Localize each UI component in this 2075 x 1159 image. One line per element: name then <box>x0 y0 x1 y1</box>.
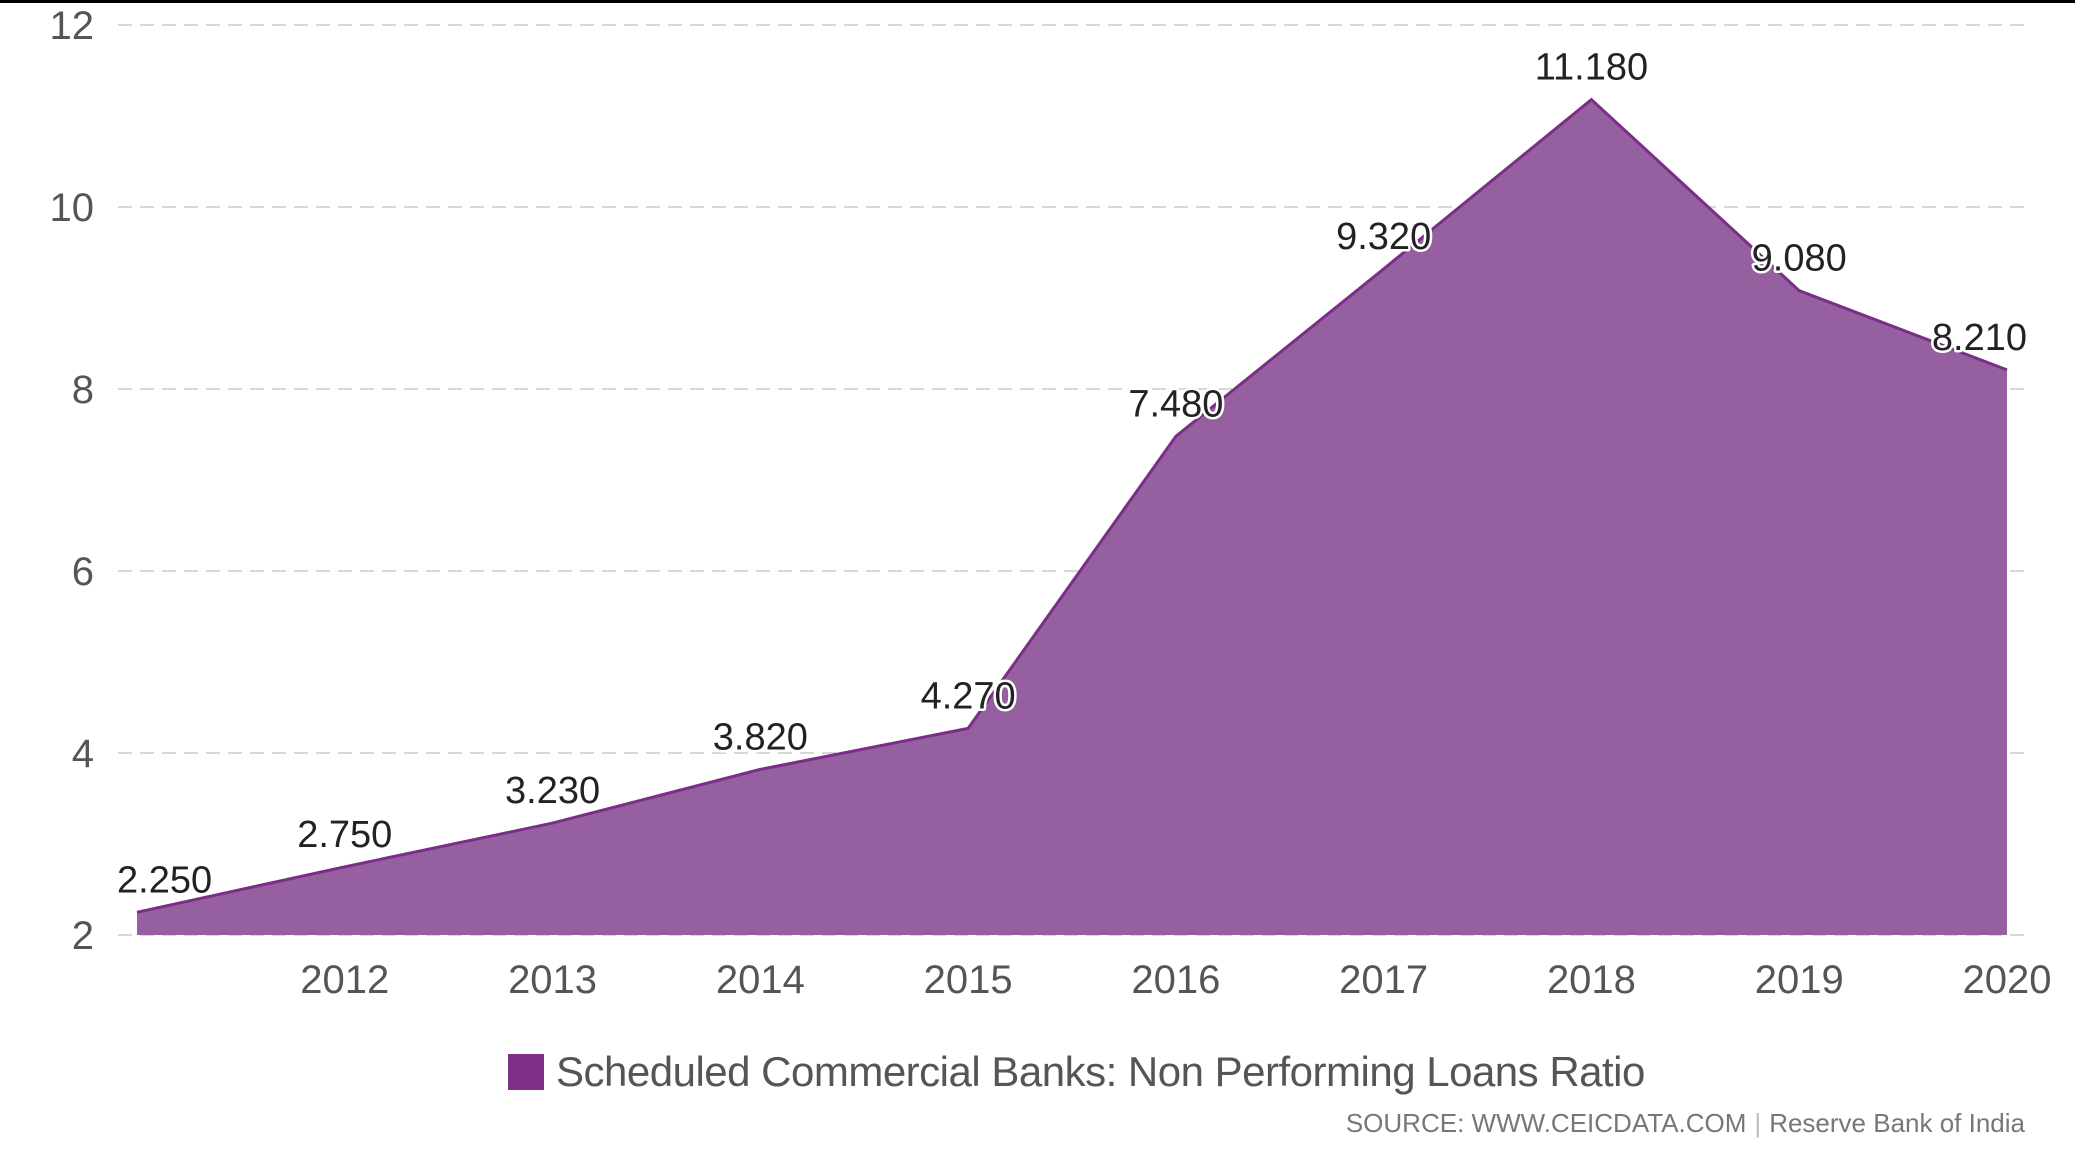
x-tick-2013: 2013 <box>508 958 597 1002</box>
x-tick-2015: 2015 <box>924 958 1013 1002</box>
legend-label: Scheduled Commercial Banks: Non Performi… <box>556 1048 1645 1095</box>
data-labels: 2.250 2.750 3.230 3.820 4.270 7.480 9.320 11.18… <box>115 44 2030 904</box>
x-axis-ticks: 2012 2013 2014 2015 2016 2017 2018 2019 2020 <box>300 958 2051 1002</box>
y-axis-ticks: 2 4 6 8 10 12 <box>50 4 95 958</box>
y-tick-12: 12 <box>50 4 95 48</box>
legend-swatch <box>508 1054 544 1090</box>
data-label-2020: 8.210 <box>1932 317 2027 359</box>
x-tick-2019: 2019 <box>1755 958 1844 1002</box>
x-tick-2020: 2020 <box>1963 958 2052 1002</box>
source-org: Reserve Bank of India <box>1769 1108 2025 1138</box>
x-tick-2018: 2018 <box>1547 958 1636 1002</box>
data-label-2013: 3.230 <box>505 770 600 812</box>
data-label-2019: 9.080 <box>1752 238 1847 280</box>
y-tick-8: 8 <box>72 368 94 412</box>
legend: Scheduled Commercial Banks: Non Performi… <box>508 1048 1645 1096</box>
series-line <box>136 97 2008 914</box>
y-tick-10: 10 <box>50 186 95 230</box>
data-label-2017: 9.320 <box>1336 216 1431 258</box>
x-tick-2016: 2016 <box>1131 958 1220 1002</box>
x-tick-2012: 2012 <box>300 958 389 1002</box>
data-label-2018: 11.180 <box>1535 47 1648 89</box>
data-label-2011: 2.250 <box>117 859 212 901</box>
y-tick-4: 4 <box>72 732 94 776</box>
top-border <box>0 0 2075 3</box>
y-tick-2: 2 <box>72 914 94 958</box>
series-area <box>137 99 2007 936</box>
data-label-2015: 4.270 <box>921 675 1016 717</box>
x-tick-2014: 2014 <box>716 958 805 1002</box>
source-prefix: SOURCE: WWW.CEICDATA.COM <box>1345 1108 1747 1138</box>
data-label-2014: 3.820 <box>713 716 808 758</box>
data-label-2012: 2.750 <box>297 814 392 856</box>
data-label-2016: 7.480 <box>1128 383 1223 425</box>
source-note: SOURCE: WWW.CEICDATA.COM | Reserve Bank of… <box>1346 1108 2025 1139</box>
source-separator: | <box>1754 1108 1762 1138</box>
x-tick-2017: 2017 <box>1339 958 1428 1002</box>
y-tick-6: 6 <box>72 550 94 594</box>
